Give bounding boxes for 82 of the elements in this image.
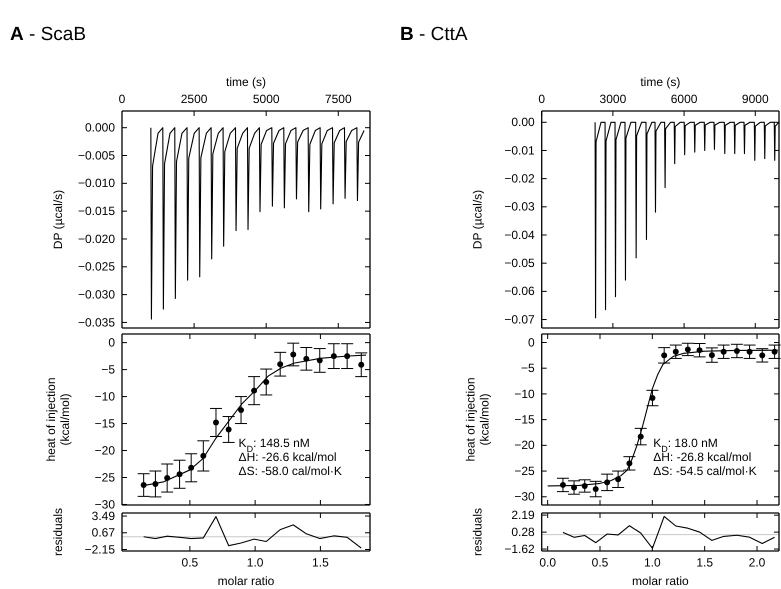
y-tick-label: −15: [514, 412, 536, 426]
y-tick-label: −30: [514, 490, 536, 504]
point: [277, 361, 284, 368]
y-tick-label: −20: [514, 438, 536, 452]
point: [672, 348, 679, 355]
y-tick-label: −0.010: [78, 176, 116, 190]
y-tick-label: −0.005: [78, 148, 116, 162]
y-axis-title: heat of injection (kcal/mol): [464, 377, 492, 462]
x-tick-label: 5000: [252, 92, 280, 106]
point: [708, 352, 715, 358]
x-tick-label: 1.0: [246, 556, 264, 570]
annotation: ΔS: -54.5 cal/mol·K: [653, 464, 757, 478]
x-tick-label: 7500: [324, 92, 352, 106]
y-tick-label: 0.28: [511, 524, 536, 539]
point: [226, 426, 232, 432]
y-tick-label: −5: [521, 361, 536, 376]
y-tick-label: −25: [94, 470, 116, 484]
y-tick-label: −2.15: [84, 542, 116, 556]
point: [238, 407, 244, 414]
annotation: K$_{D}$: 148.5 nM: [238, 436, 310, 454]
x-tick-label: 0.5: [182, 556, 199, 570]
annotation: K$_{D}$: 18.0 nM: [653, 436, 718, 454]
x-tick-label: 0: [118, 92, 126, 106]
x-tick-label: 1.5: [696, 556, 714, 570]
point: [212, 419, 219, 426]
x-tick-label: 2.0: [748, 556, 766, 570]
point: [290, 352, 296, 358]
point: [358, 362, 364, 368]
y-tick-label: −0.03: [504, 200, 536, 214]
y-tick-label: −0.05: [504, 256, 536, 270]
x-axis-title: time (s): [226, 75, 266, 89]
y-tick-label: 0.00: [511, 115, 536, 130]
line-series: [143, 516, 362, 549]
x-axis-title: molar ratio: [632, 574, 690, 588]
x-tick-label: 0.5: [592, 556, 609, 570]
x-tick-label: 0: [538, 92, 546, 106]
point: [684, 346, 691, 352]
line-series: [562, 516, 776, 549]
x-tick-label: 6000: [670, 92, 698, 106]
point: [592, 486, 599, 492]
y-tick-label: 0: [108, 335, 116, 350]
y-tick-label: −15: [94, 416, 116, 430]
x-tick-label: 9000: [742, 92, 769, 106]
y-tick-label: −10: [514, 386, 536, 401]
y-tick-label: 0: [528, 335, 536, 350]
y-axis-title: DP (µcal/s): [51, 190, 65, 250]
y-tick-label: −0.035: [78, 315, 116, 330]
x-tick-label: 1.0: [644, 556, 662, 570]
y-tick-label: −0.07: [504, 312, 536, 326]
y-axis-title: heat of injection (kcal/mol): [44, 377, 72, 462]
y-tick-label: −0.02: [504, 171, 536, 186]
y-tick-label: −0.015: [78, 204, 116, 218]
y-tick-label: −25: [514, 464, 536, 478]
x-tick-label: 0.0: [539, 556, 556, 570]
y-tick-label: −1.62: [504, 542, 536, 556]
y-tick-label: −10: [94, 389, 116, 404]
y-tick-label: 0.000: [84, 120, 116, 135]
point: [661, 352, 668, 358]
annotation: ΔS: -58.0 cal/mol·K: [238, 464, 342, 478]
x-axis-title: time (s): [640, 75, 680, 89]
y-tick-label: −0.020: [78, 232, 116, 246]
x-axis-title: molar ratio: [218, 574, 275, 588]
y-tick-label: −5: [101, 362, 116, 376]
y-tick-label: −0.06: [504, 284, 536, 298]
y-axis-title: residuals: [470, 508, 485, 556]
chart-title: B - CttA: [400, 24, 468, 45]
chart-title: A - ScaB: [10, 24, 86, 45]
x-tick-label: 1.5: [312, 556, 330, 570]
y-tick-label: −0.04: [504, 228, 536, 242]
x-tick-label: 3000: [600, 92, 627, 106]
y-tick-label: 2.19: [511, 508, 536, 522]
y-tick-label: −0.01: [504, 143, 536, 158]
y-axis-title: DP (µcal/s): [470, 190, 485, 250]
y-tick-label: −30: [94, 497, 116, 512]
y-tick-label: −20: [94, 443, 116, 458]
y-axis-title: residuals: [51, 508, 65, 556]
y-tick-label: −0.030: [78, 287, 116, 302]
y-tick-label: 0.67: [92, 526, 116, 540]
y-tick-label: −0.025: [78, 260, 116, 274]
x-tick-label: 2500: [180, 92, 208, 106]
y-tick-label: 3.49: [92, 508, 116, 523]
point: [759, 352, 766, 358]
